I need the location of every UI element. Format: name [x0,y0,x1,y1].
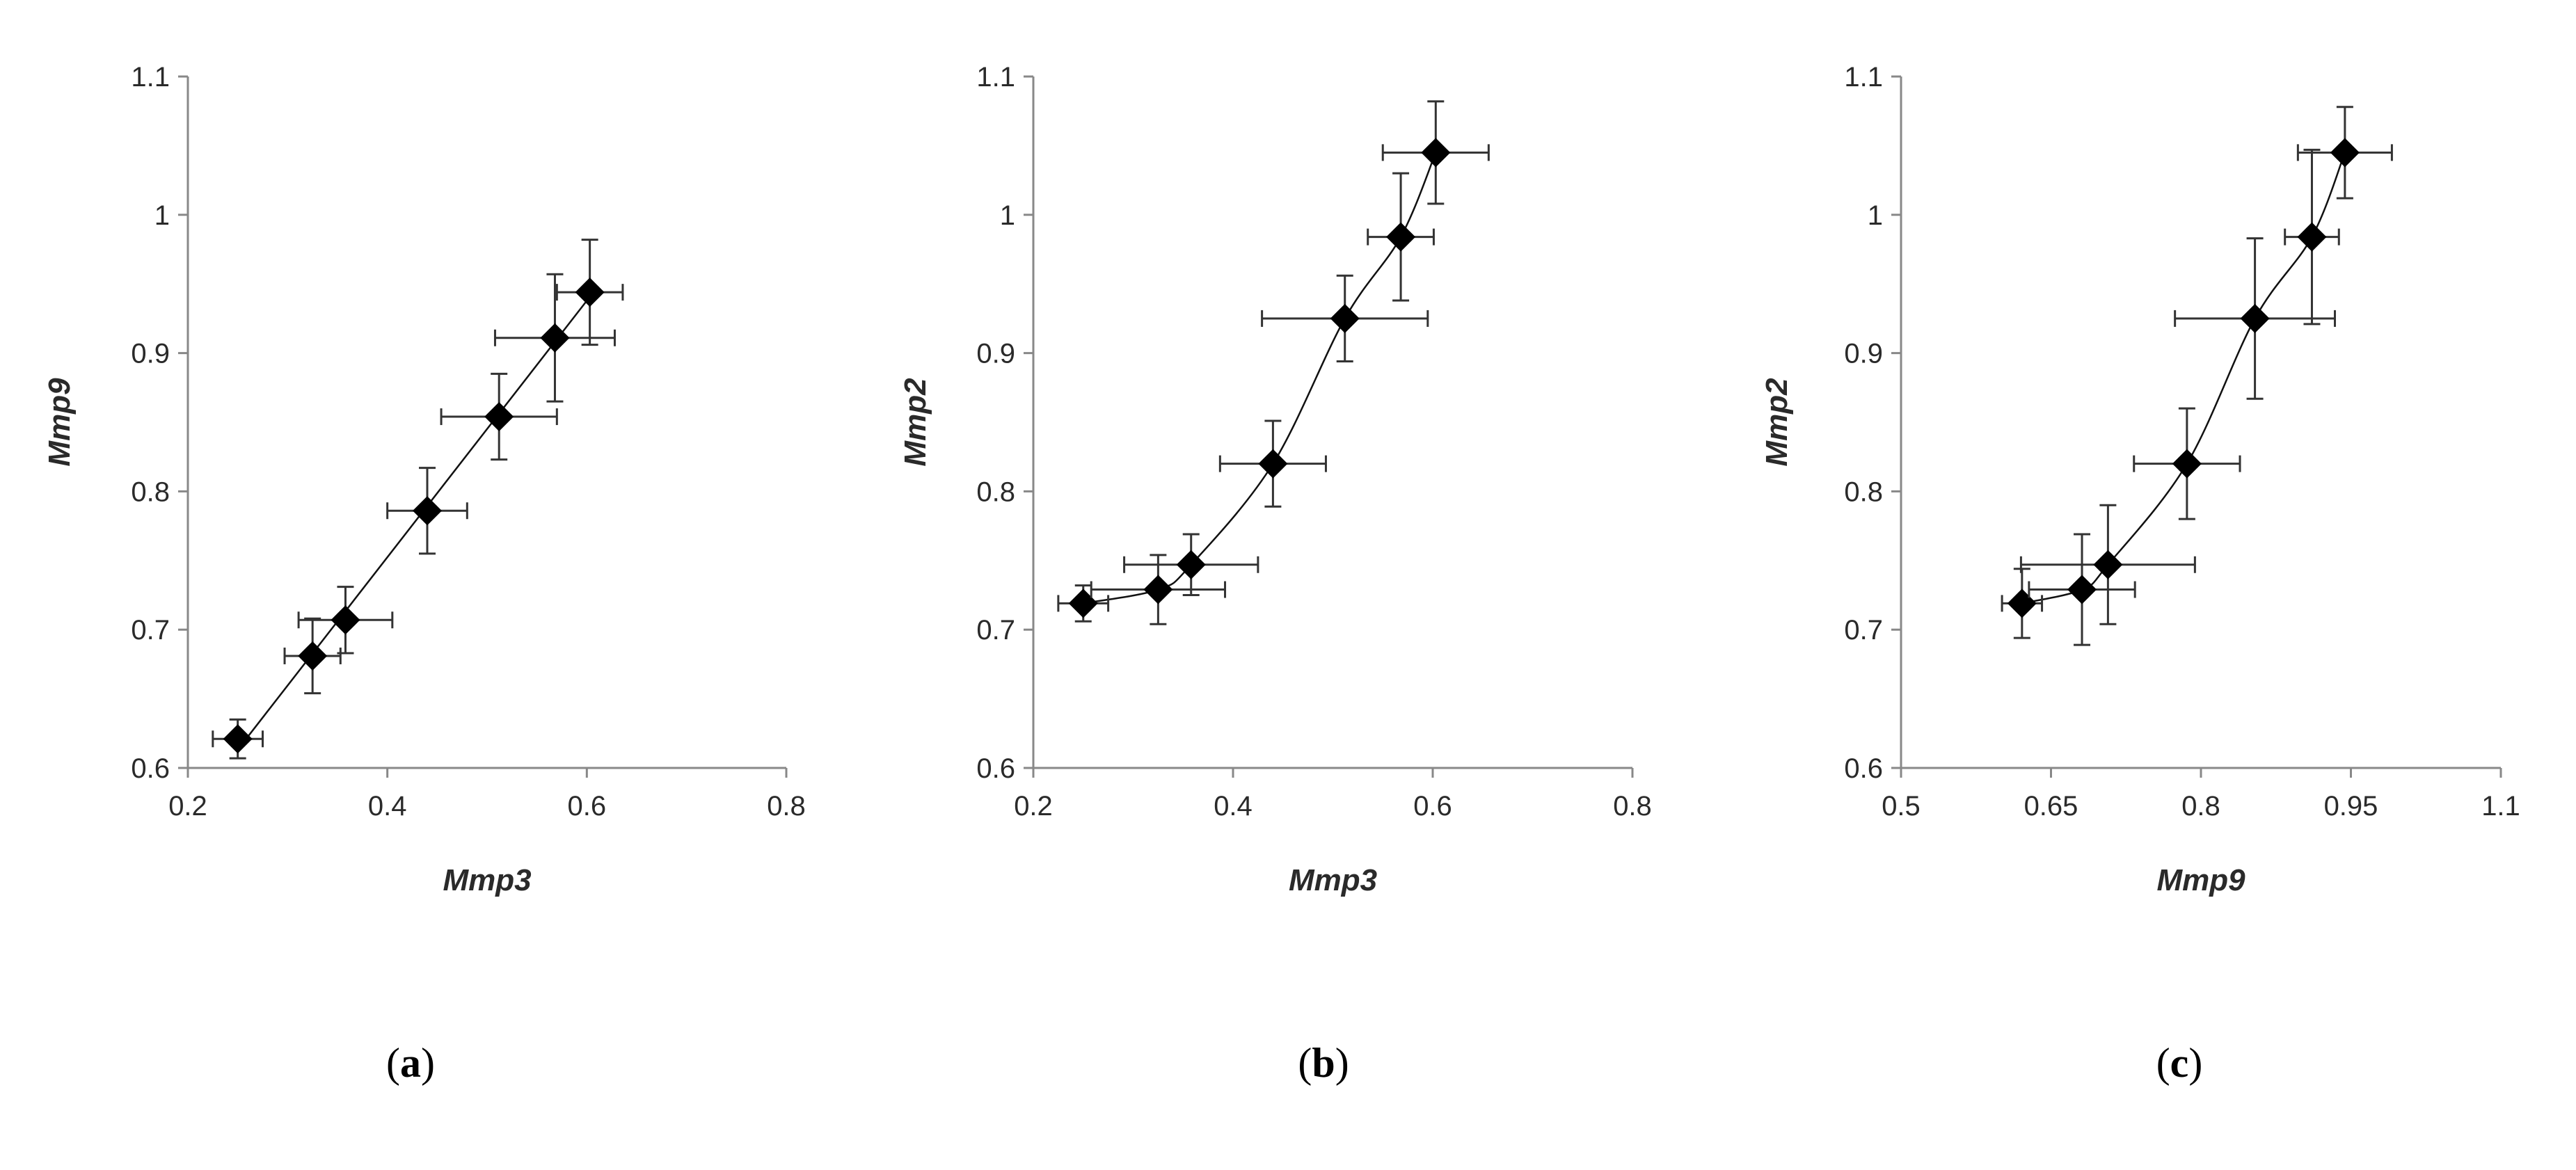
x-tick-label: 0.8 [1613,791,1652,822]
x-tick-label: 0.2 [1014,791,1053,822]
data-point-marker [2172,449,2202,479]
panel-label-a: (a) [386,1040,435,1086]
data-point-marker [331,605,360,635]
y-tick-label: 1.1 [131,62,170,93]
data-point-marker [2240,303,2270,333]
y-tick-label: 0.6 [131,753,170,784]
data-point-marker [575,278,605,307]
trend-line [2021,152,2346,604]
y-axis-title: Mmp2 [898,378,932,467]
data-point-marker [1386,222,1416,252]
x-tick-label: 0.8 [2181,791,2220,822]
data-point-marker [223,724,253,754]
trend-line [237,296,591,751]
x-tick-label: 0.6 [568,791,607,822]
y-axis-title: Mmp2 [1760,378,1794,467]
data-point-marker [1143,575,1173,604]
x-tick-label: 0.4 [368,791,407,822]
y-tick-label: 0.7 [976,615,1015,646]
data-point-marker [1421,138,1451,168]
y-tick-label: 0.6 [976,753,1015,784]
data-point-marker [1258,449,1288,479]
y-tick-label: 0.6 [1844,753,1883,784]
y-tick-label: 0.8 [131,476,170,507]
y-tick-label: 1.1 [1844,62,1883,93]
y-tick-label: 0.7 [131,615,170,646]
y-tick-label: 1.1 [976,62,1015,93]
panel-label-b: (b) [1298,1040,1349,1086]
data-point-marker [540,323,570,353]
y-axis-title: Mmp9 [42,378,77,467]
x-axis-title: Mmp9 [2156,863,2245,897]
data-point-marker [484,402,514,432]
chart-panel-c: 0.6 0.7 0.8 0.9 1 1.1 0.5 0.65 0.8 0.95 1.1 Mmp9 Mmp… [1760,62,2520,897]
y-tick-label: 0.8 [1844,476,1883,507]
y-tick-label: 1 [154,200,170,231]
x-tick-label: 0.65 [2024,791,2078,822]
data-point-marker [413,496,442,526]
y-tick-label: 0.9 [131,339,170,369]
chart-panel-b: 0.6 0.7 0.8 0.9 1 1.1 0.2 0.4 0.6 0.8 Mmp3 Mmp2 [898,62,1652,897]
y-tick-label: 0.9 [1844,339,1883,369]
y-tick-label: 1 [1868,200,1883,231]
data-point-marker [298,641,328,671]
y-tick-label: 1 [1000,200,1015,231]
x-axis-title: Mmp3 [443,863,531,897]
x-tick-label: 0.8 [767,791,806,822]
data-point-marker [1176,550,1206,579]
trend-line [1083,152,1437,604]
x-axis-title: Mmp3 [1289,863,1377,897]
y-tick-label: 0.8 [976,476,1015,507]
x-tick-label: 0.6 [1413,791,1452,822]
x-tick-label: 0.5 [1882,791,1921,822]
y-tick-label: 0.7 [1844,615,1883,646]
x-tick-label: 0.4 [1214,791,1253,822]
data-point-marker [2093,550,2123,579]
chart-panel-a: 0.6 0.7 0.8 0.9 1 1.1 0.2 0.4 0.6 0.8 Mmp3 Mmp9 [42,62,806,897]
data-point-marker [2067,575,2097,604]
data-point-marker [2330,138,2360,168]
x-tick-label: 0.2 [168,791,207,822]
data-point-marker [1068,588,1098,618]
x-tick-label: 1.1 [2481,791,2520,822]
data-point-marker [2007,588,2037,618]
x-tick-label: 0.95 [2324,791,2378,822]
y-tick-label: 0.9 [976,339,1015,369]
data-point-marker [2297,222,2327,252]
panel-label-c: (c) [2156,1040,2203,1086]
data-point-marker [1330,303,1360,333]
